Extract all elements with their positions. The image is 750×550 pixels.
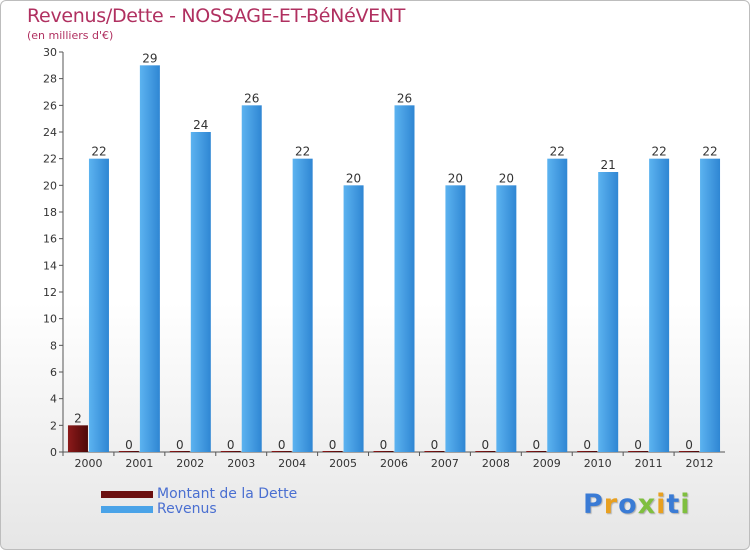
bar-dette — [577, 451, 598, 452]
bar-revenus — [343, 185, 364, 453]
data-label: 0 — [634, 438, 642, 452]
data-label: 29 — [142, 51, 157, 65]
x-tick-label: 2005 — [329, 457, 357, 470]
x-tick-label: 2010 — [584, 457, 612, 470]
y-tick-label: 20 — [43, 179, 57, 192]
x-tick-label: 2004 — [278, 457, 306, 470]
bar-dette — [628, 451, 649, 452]
bar-revenus — [241, 105, 262, 452]
data-label: 24 — [193, 118, 208, 132]
chart-subtitle: (en milliers d'€) — [27, 29, 114, 42]
legend-swatch-revenus — [101, 506, 153, 513]
data-label: 26 — [397, 91, 412, 105]
y-tick-label: 30 — [43, 46, 57, 59]
chart-title: Revenus/Dette - NOSSAGE-ET-BéNéVENT — [27, 5, 406, 27]
data-label: 22 — [702, 145, 717, 159]
data-label: 0 — [482, 438, 490, 452]
logo-letter: o — [618, 489, 638, 520]
logo-letter: P — [583, 489, 604, 520]
bar-dette — [118, 451, 139, 452]
data-label: 0 — [278, 438, 286, 452]
data-label: 0 — [685, 438, 693, 452]
data-label: 2 — [74, 411, 82, 425]
bar-revenus — [700, 158, 721, 452]
y-tick-label: 10 — [43, 313, 57, 326]
data-label: 26 — [244, 91, 259, 105]
bar-revenus — [598, 172, 619, 452]
data-label: 22 — [651, 145, 666, 159]
bar-dette — [424, 451, 445, 452]
data-label: 0 — [125, 438, 133, 452]
bar-dette — [169, 451, 190, 452]
proxiti-logo: Proxiti — [583, 489, 691, 520]
bar-revenus — [496, 185, 517, 453]
data-label: 0 — [583, 438, 591, 452]
data-label: 0 — [227, 438, 235, 452]
y-tick-label: 6 — [50, 366, 57, 379]
y-tick-label: 16 — [43, 233, 57, 246]
logo-letter: i — [680, 489, 691, 520]
bar-dette — [373, 451, 394, 452]
bar-revenus — [88, 158, 109, 452]
y-tick-label: 8 — [50, 339, 57, 352]
bar-dette — [679, 451, 700, 452]
logo-letter: i — [656, 489, 667, 520]
logo-letter: t — [666, 489, 681, 520]
x-tick-label: 2008 — [482, 457, 510, 470]
y-tick-label: 18 — [43, 206, 57, 219]
data-label: 0 — [176, 438, 184, 452]
bar-dette — [526, 451, 547, 452]
bar-dette — [322, 451, 343, 452]
y-tick-label: 0 — [50, 446, 57, 459]
x-tick-label: 2000 — [74, 457, 102, 470]
y-tick-label: 22 — [43, 153, 57, 166]
x-tick-label: 2006 — [380, 457, 408, 470]
bar-revenus — [547, 158, 568, 452]
bar-revenus — [139, 65, 160, 452]
y-tick-label: 24 — [43, 126, 57, 139]
data-label: 22 — [295, 145, 310, 159]
bar-revenus — [292, 158, 313, 452]
data-label: 0 — [380, 438, 388, 452]
x-tick-label: 2012 — [686, 457, 714, 470]
data-label: 22 — [550, 145, 565, 159]
bar-revenus — [394, 105, 415, 452]
data-label: 20 — [346, 171, 361, 185]
legend-label-dette: Montant de la Dette — [157, 486, 298, 502]
legend-label-revenus: Revenus — [157, 501, 217, 517]
y-tick-label: 26 — [43, 99, 57, 112]
data-label: 0 — [431, 438, 439, 452]
data-label: 20 — [448, 171, 463, 185]
y-tick-label: 4 — [50, 393, 57, 406]
bar-dette — [475, 451, 496, 452]
data-label: 20 — [499, 171, 514, 185]
x-tick-label: 2003 — [227, 457, 255, 470]
y-tick-label: 12 — [43, 286, 57, 299]
data-label: 0 — [329, 438, 337, 452]
bar-dette — [271, 451, 292, 452]
x-tick-label: 2009 — [533, 457, 561, 470]
x-tick-label: 2011 — [635, 457, 663, 470]
data-label: 0 — [532, 438, 540, 452]
legend-swatch-dette — [101, 491, 153, 498]
x-tick-label: 2002 — [176, 457, 204, 470]
x-tick-label: 2007 — [431, 457, 459, 470]
logo-letter: r — [603, 489, 619, 520]
bar-dette — [220, 451, 241, 452]
bar-dette — [67, 425, 88, 452]
bar-revenus — [190, 132, 211, 452]
y-tick-label: 2 — [50, 419, 57, 432]
bar-revenus — [649, 158, 670, 452]
data-label: 22 — [91, 145, 106, 159]
data-label: 21 — [601, 158, 616, 172]
bar-revenus — [445, 185, 466, 453]
x-tick-label: 2001 — [125, 457, 153, 470]
y-tick-label: 14 — [43, 259, 57, 272]
y-tick-label: 28 — [43, 73, 57, 86]
logo-letter: x — [637, 489, 657, 520]
